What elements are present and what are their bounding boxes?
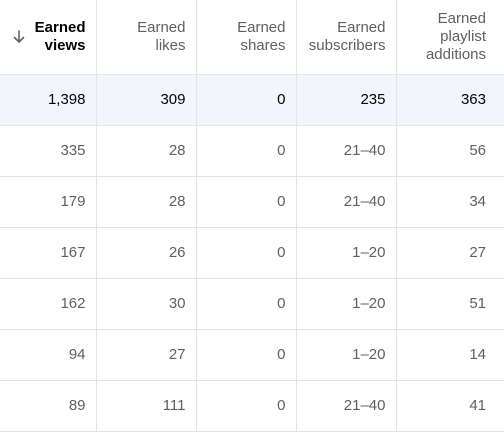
column-header-label: shares [240, 36, 286, 54]
cell-earned-shares: 0 [196, 125, 297, 177]
table-row: 167 26 0 1–20 27 [0, 227, 504, 279]
cell-earned-subscribers: 21–40 [296, 176, 397, 228]
cell-earned-views: 167 [0, 227, 97, 279]
table-row: 89 111 0 21–40 41 [0, 380, 504, 432]
cell-earned-views: 89 [0, 380, 97, 432]
cell-earned-views: 335 [0, 125, 97, 177]
column-header-label: Earned [34, 18, 86, 36]
table-row: 162 30 0 1–20 51 [0, 278, 504, 330]
column-header-earned-likes[interactable]: Earned likes [96, 0, 197, 75]
cell-earned-views: 179 [0, 176, 97, 228]
column-header-label: views [44, 36, 86, 54]
cell-earned-playlist-additions: 363 [396, 74, 504, 126]
cell-earned-shares: 0 [196, 329, 297, 381]
cell-earned-shares: 0 [196, 380, 297, 432]
cell-earned-views: 94 [0, 329, 97, 381]
cell-earned-subscribers: 21–40 [296, 125, 397, 177]
cell-earned-subscribers: 1–20 [296, 329, 397, 381]
header-row: Earned views Earned likes Earned shares … [0, 0, 504, 75]
cell-earned-playlist-additions: 51 [396, 278, 504, 330]
table-body: 1,398 309 0 235 363 335 28 0 21–40 56 17… [0, 74, 504, 432]
column-header-label: Earned [137, 18, 186, 36]
cell-earned-playlist-additions: 14 [396, 329, 504, 381]
column-header-earned-shares[interactable]: Earned shares [196, 0, 297, 75]
arrow-down-icon [11, 29, 27, 45]
column-header-earned-playlist-additions[interactable]: Earned playlist additions [396, 0, 504, 75]
table-row-total: 1,398 309 0 235 363 [0, 74, 504, 126]
cell-earned-likes: 28 [96, 125, 197, 177]
column-header-label: subscribers [308, 36, 386, 54]
cell-earned-views: 162 [0, 278, 97, 330]
cell-earned-likes: 27 [96, 329, 197, 381]
cell-earned-playlist-additions: 41 [396, 380, 504, 432]
cell-earned-shares: 0 [196, 278, 297, 330]
column-header-label: likes [155, 36, 186, 54]
cell-earned-shares: 0 [196, 227, 297, 279]
cell-earned-playlist-additions: 56 [396, 125, 504, 177]
table-row: 179 28 0 21–40 34 [0, 176, 504, 228]
column-header-earned-views[interactable]: Earned views [0, 0, 97, 75]
column-header-label: Earned [437, 9, 486, 27]
cell-earned-shares: 0 [196, 74, 297, 126]
table-header: Earned views Earned likes Earned shares … [0, 0, 504, 75]
cell-earned-subscribers: 1–20 [296, 278, 397, 330]
cell-earned-playlist-additions: 27 [396, 227, 504, 279]
cell-earned-views: 1,398 [0, 74, 97, 126]
cell-earned-likes: 26 [96, 227, 197, 279]
column-header-earned-subscribers[interactable]: Earned subscribers [296, 0, 397, 75]
cell-earned-likes: 309 [96, 74, 197, 126]
cell-earned-subscribers: 1–20 [296, 227, 397, 279]
column-header-label: Earned [237, 18, 286, 36]
table-row: 335 28 0 21–40 56 [0, 125, 504, 177]
cell-earned-subscribers: 235 [296, 74, 397, 126]
cell-earned-playlist-additions: 34 [396, 176, 504, 228]
cell-earned-likes: 111 [96, 380, 197, 432]
cell-earned-subscribers: 21–40 [296, 380, 397, 432]
cell-earned-shares: 0 [196, 176, 297, 228]
cell-earned-likes: 30 [96, 278, 197, 330]
column-header-label: Earned [337, 18, 386, 36]
cell-earned-likes: 28 [96, 176, 197, 228]
table-row: 94 27 0 1–20 14 [0, 329, 504, 381]
column-header-label: playlist [440, 27, 486, 45]
column-header-label: additions [425, 45, 486, 63]
